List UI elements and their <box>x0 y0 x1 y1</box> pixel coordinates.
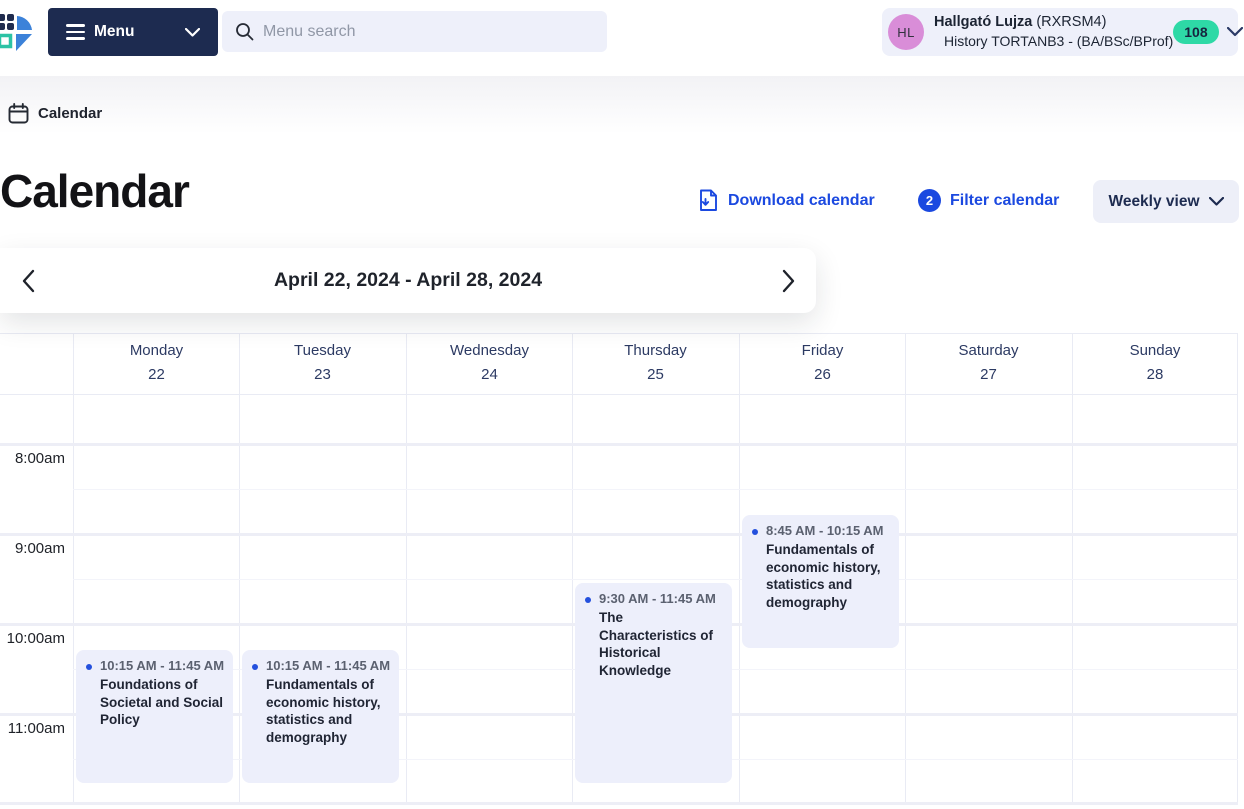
grid-line <box>905 333 906 805</box>
hamburger-icon <box>66 24 85 40</box>
user-menu[interactable]: HL Hallgató Lujza (RXRSM4) History TORTA… <box>882 8 1243 56</box>
day-header-monday: Monday 22 <box>74 333 239 394</box>
header-shadow <box>0 76 1244 134</box>
event-title: Fundamentals of economic history, statis… <box>266 677 381 745</box>
event-friday-fundamentals[interactable]: 8:45 AM - 10:15 AM Fundamentals of econo… <box>742 515 899 648</box>
breadcrumb-label: Calendar <box>38 105 103 122</box>
filter-calendar-button[interactable]: 2 Filter calendar <box>918 189 1059 212</box>
half-hour-line <box>73 489 1238 490</box>
chevron-right-icon <box>782 269 794 292</box>
app-logo-icon <box>0 9 33 55</box>
day-header-saturday: Saturday 27 <box>906 333 1071 394</box>
event-time: 10:15 AM - 11:45 AM <box>100 658 225 673</box>
event-monday-foundations[interactable]: 10:15 AM - 11:45 AM Foundations of Socie… <box>76 650 233 783</box>
view-selector[interactable]: Weekly view <box>1093 180 1239 223</box>
time-label-10am: 10:00am <box>6 630 65 647</box>
day-name: Thursday <box>624 342 687 359</box>
top-bar: Menu HL Hallgató Lujza (RXRSM4) History … <box>0 0 1244 76</box>
day-header-sunday: Sunday 28 <box>1073 333 1237 394</box>
day-number: 22 <box>148 366 165 383</box>
half-hour-line <box>73 579 1238 580</box>
week-range-label: April 22, 2024 - April 28, 2024 <box>273 269 543 291</box>
hour-line <box>0 802 1238 805</box>
event-dot-icon <box>752 529 758 535</box>
day-name: Tuesday <box>294 342 351 359</box>
grid-line <box>0 394 1238 395</box>
day-number: 27 <box>980 366 997 383</box>
week-navigation: April 22, 2024 - April 28, 2024 <box>0 248 816 313</box>
day-name: Saturday <box>958 342 1019 359</box>
grid-line <box>73 333 74 805</box>
calendar-icon <box>8 103 29 124</box>
filter-calendar-label: Filter calendar <box>950 191 1060 209</box>
time-label-9am: 9:00am <box>14 540 65 557</box>
chevron-down-icon <box>1208 197 1224 206</box>
day-name: Wednesday <box>450 342 529 359</box>
event-dot-icon <box>86 664 92 670</box>
user-program: History TORTANB3 - (BA/BSc/BProf) <box>944 33 1174 50</box>
grid-line <box>1072 333 1073 805</box>
grid-line <box>239 333 240 805</box>
download-calendar-button[interactable]: Download calendar <box>698 189 875 212</box>
day-header-wednesday: Wednesday 24 <box>407 333 572 394</box>
day-number: 24 <box>481 366 498 383</box>
menu-button-label: Menu <box>94 23 135 40</box>
event-title: Foundations of Societal and Social Polic… <box>100 677 224 728</box>
grid-line <box>1237 333 1238 805</box>
grid-line <box>572 333 573 805</box>
event-thursday-characteristics[interactable]: 9:30 AM - 11:45 AM The Characteristics o… <box>575 583 732 783</box>
hour-line <box>0 533 1238 536</box>
user-info: Hallgató Lujza (RXRSM4) History TORTANB3… <box>934 13 1173 51</box>
chevron-down-icon <box>185 27 200 37</box>
event-time: 10:15 AM - 11:45 AM <box>266 658 391 673</box>
filter-count-badge: 2 <box>918 189 941 212</box>
day-name: Friday <box>801 342 844 359</box>
day-number: 25 <box>647 366 664 383</box>
next-week-button[interactable] <box>760 248 816 313</box>
user-code: (RXRSM4) <box>1036 13 1107 30</box>
grid-line <box>739 333 740 805</box>
time-label-11am: 11:00am <box>7 720 65 737</box>
event-dot-icon <box>252 664 258 670</box>
calendar-grid: Monday 22 Tuesday 23 Wednesday 24 Thursd… <box>0 333 1238 805</box>
hour-line <box>0 443 1238 446</box>
search-input[interactable] <box>261 21 585 42</box>
day-name: Sunday <box>1129 342 1181 359</box>
day-header-thursday: Thursday 25 <box>573 333 738 394</box>
day-header-friday: Friday 26 <box>740 333 905 394</box>
chevron-down-icon <box>1226 27 1243 37</box>
chevron-left-icon <box>22 269 34 292</box>
event-dot-icon <box>585 597 591 603</box>
event-title: The Characteristics of Historical Knowle… <box>599 610 714 678</box>
day-name: Monday <box>129 342 184 359</box>
day-header-tuesday: Tuesday 23 <box>240 333 405 394</box>
event-time: 9:30 AM - 11:45 AM <box>599 591 716 606</box>
time-label-8am: 8:00am <box>14 450 65 467</box>
menu-button[interactable]: Menu <box>48 8 218 56</box>
event-title: Fundamentals of economic history, statis… <box>766 542 881 610</box>
day-number: 23 <box>314 366 331 383</box>
notification-badge: 108 <box>1173 20 1219 44</box>
event-time: 8:45 AM - 10:15 AM <box>766 523 884 538</box>
previous-week-button[interactable] <box>0 248 56 313</box>
avatar: HL <box>888 14 924 50</box>
event-tuesday-fundamentals[interactable]: 10:15 AM - 11:45 AM Fundamentals of econ… <box>242 650 399 783</box>
breadcrumb[interactable]: Calendar <box>8 103 102 124</box>
day-number: 28 <box>1146 366 1164 383</box>
view-selector-label: Weekly view <box>1108 192 1200 210</box>
day-number: 26 <box>814 366 831 383</box>
search-icon <box>236 23 254 41</box>
grid-line <box>0 333 1238 334</box>
menu-search <box>222 11 607 52</box>
grid-line <box>406 333 407 805</box>
page-title: Calendar <box>0 165 190 217</box>
download-calendar-label: Download calendar <box>728 191 875 209</box>
download-icon <box>700 189 717 211</box>
user-name: Hallgató Lujza <box>934 13 1033 30</box>
